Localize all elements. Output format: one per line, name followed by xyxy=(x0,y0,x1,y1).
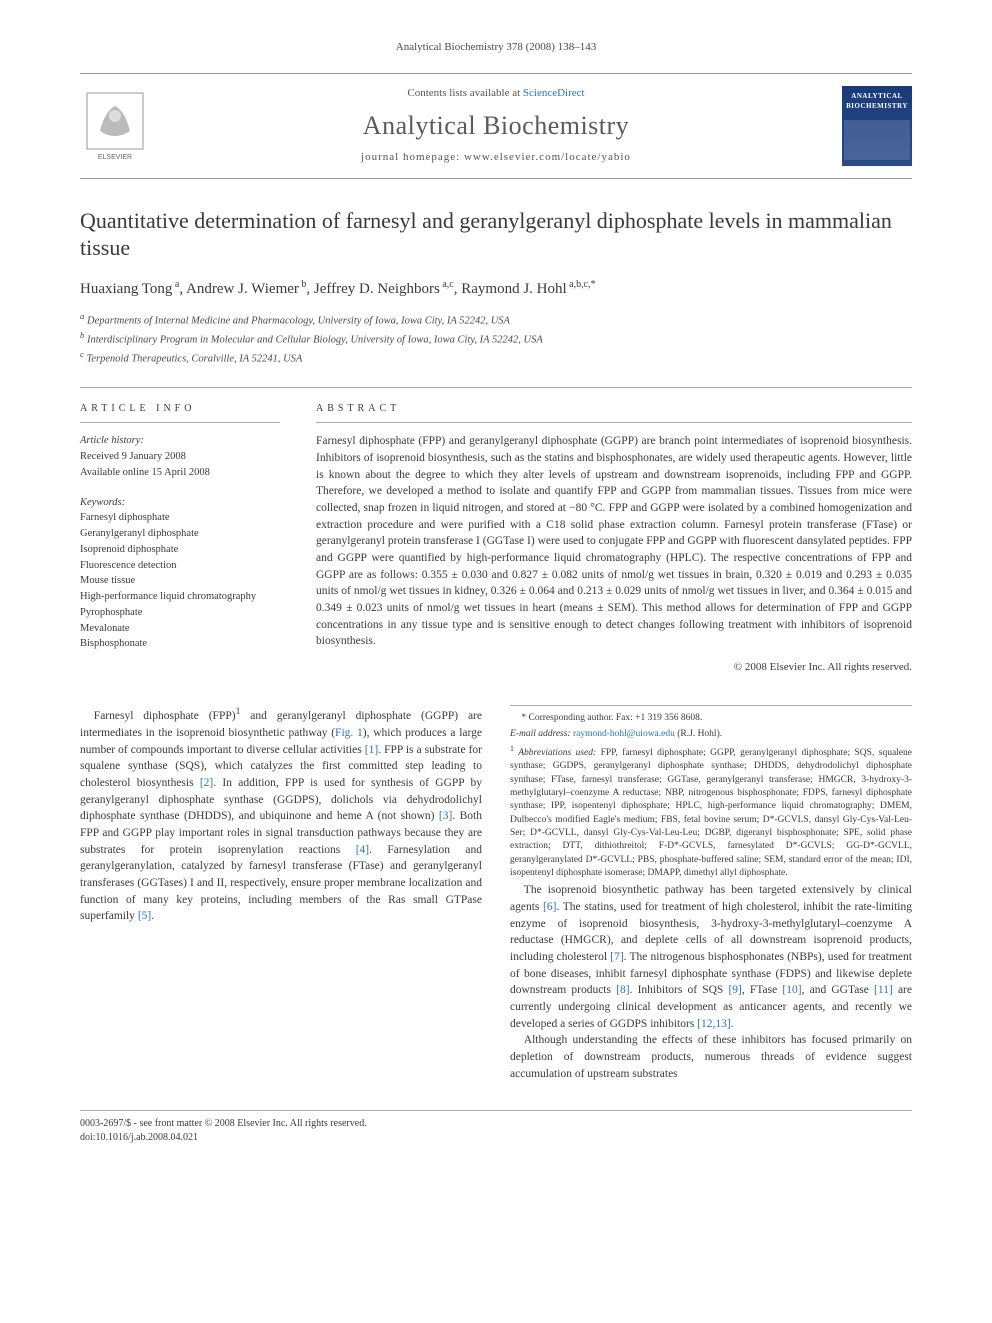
authors-line: Huaxiang Tong a, Andrew J. Wiemer b, Jef… xyxy=(80,278,912,300)
corresponding-author: * Corresponding author. Fax: +1 319 356 … xyxy=(510,712,912,725)
keyword-item: Isoprenoid diphosphate xyxy=(80,542,280,558)
keyword-item: Geranylgeranyl diphosphate xyxy=(80,526,280,542)
abstract-head: ABSTRACT xyxy=(316,402,912,423)
body-para-2: The isoprenoid biosynthetic pathway has … xyxy=(510,882,912,1032)
keyword-item: Mouse tissue xyxy=(80,573,280,589)
txt: . xyxy=(151,910,154,922)
elsevier-text: ELSEVIER xyxy=(98,154,132,161)
email-link[interactable]: raymond-hohl@uiowa.edu xyxy=(573,729,675,739)
keyword-item: Pyrophosphate xyxy=(80,605,280,621)
keywords-block: Keywords: Farnesyl diphosphateGeranylger… xyxy=(80,495,280,653)
homepage-line: journal homepage: www.elsevier.com/locat… xyxy=(166,150,826,165)
running-head: Analytical Biochemistry 378 (2008) 138–1… xyxy=(80,40,912,55)
article-info-head: ARTICLE INFO xyxy=(80,402,280,423)
body-para-1: Farnesyl diphosphate (FPP)1 and geranylg… xyxy=(80,705,482,925)
journal-cover-thumbnail: ANALYTICAL BIOCHEMISTRY xyxy=(842,86,912,165)
keyword-item: Farnesyl diphosphate xyxy=(80,510,280,526)
abbr-label: Abbreviations used: xyxy=(514,748,601,758)
abstract-copyright: © 2008 Elsevier Inc. All rights reserved… xyxy=(316,660,912,675)
front-matter-line: 0003-2697/$ - see front matter © 2008 El… xyxy=(80,1117,912,1131)
homepage-url[interactable]: www.elsevier.com/locate/yabio xyxy=(464,151,631,163)
citation[interactable]: [8] xyxy=(616,984,629,996)
affiliations: a Departments of Internal Medicine and P… xyxy=(80,310,912,368)
contents-prefix: Contents lists available at xyxy=(407,87,522,99)
elsevier-logo: ELSEVIER xyxy=(80,86,150,165)
article-title: Quantitative determination of farnesyl a… xyxy=(80,207,912,262)
keyword-item: Fluorescence detection xyxy=(80,558,280,574)
keyword-item: Mevalonate xyxy=(80,621,280,637)
doi-line: doi:10.1016/j.ab.2008.04.021 xyxy=(80,1131,912,1145)
keyword-item: Bisphosphonate xyxy=(80,636,280,652)
info-abstract-row: ARTICLE INFO Article history: Received 9… xyxy=(80,387,912,675)
history-label: Article history: xyxy=(80,433,280,449)
keyword-item: High-performance liquid chromatography xyxy=(80,589,280,605)
figure-ref[interactable]: Fig. 1 xyxy=(335,727,363,739)
citation[interactable]: [2] xyxy=(200,777,213,789)
citation[interactable]: [4] xyxy=(356,844,369,856)
txt: , and GGTase xyxy=(802,984,874,996)
keywords-label: Keywords: xyxy=(80,495,280,511)
abbreviations-footnote: 1 Abbreviations used: FPP, farnesyl diph… xyxy=(510,743,912,880)
citation[interactable]: [12,13] xyxy=(697,1018,731,1030)
txt: , FTase xyxy=(742,984,783,996)
header-center: Contents lists available at ScienceDirec… xyxy=(166,86,826,165)
email-tail: (R.J. Hohl). xyxy=(675,729,722,739)
email-label: E-mail address: xyxy=(510,729,573,739)
footnotes: * Corresponding author. Fax: +1 319 356 … xyxy=(510,705,912,880)
abstract-col: ABSTRACT Farnesyl diphosphate (FPP) and … xyxy=(316,402,912,675)
journal-name: Analytical Biochemistry xyxy=(166,108,826,144)
page-footer: 0003-2697/$ - see front matter © 2008 El… xyxy=(80,1110,912,1145)
email-line: E-mail address: raymond-hohl@uiowa.edu (… xyxy=(510,728,912,741)
online-date: Available online 15 April 2008 xyxy=(80,465,280,481)
abbr-text: FPP, farnesyl diphosphate; GGPP, geranyl… xyxy=(510,748,912,878)
cover-image-placeholder xyxy=(844,120,910,160)
citation[interactable]: [5] xyxy=(138,910,151,922)
citation[interactable]: [6] xyxy=(543,901,556,913)
abstract-text: Farnesyl diphosphate (FPP) and geranylge… xyxy=(316,433,912,650)
citation[interactable]: [7] xyxy=(610,951,623,963)
body-two-column: Farnesyl diphosphate (FPP)1 and geranylg… xyxy=(80,705,912,1082)
cover-title: ANALYTICAL BIOCHEMISTRY xyxy=(844,92,910,112)
affiliation-line: c Terpenoid Therapeutics, Coralville, IA… xyxy=(80,348,912,367)
citation[interactable]: [3] xyxy=(439,810,452,822)
sciencedirect-link[interactable]: ScienceDirect xyxy=(523,87,585,99)
txt: . Inhibitors of SQS xyxy=(630,984,729,996)
citation[interactable]: [1] xyxy=(365,744,378,756)
citation[interactable]: [10] xyxy=(782,984,801,996)
citation[interactable]: [9] xyxy=(728,984,741,996)
homepage-prefix: journal homepage: xyxy=(361,151,464,163)
citation[interactable]: [11] xyxy=(874,984,893,996)
affiliation-line: a Departments of Internal Medicine and P… xyxy=(80,310,912,329)
contents-line: Contents lists available at ScienceDirec… xyxy=(166,86,826,101)
received-date: Received 9 January 2008 xyxy=(80,449,280,465)
affiliation-line: b Interdisciplinary Program in Molecular… xyxy=(80,329,912,348)
txt: Farnesyl diphosphate (FPP) xyxy=(94,710,236,722)
txt: . xyxy=(731,1018,734,1030)
body-para-3: Although understanding the effects of th… xyxy=(510,1032,912,1082)
journal-header: ELSEVIER Contents lists available at Sci… xyxy=(80,73,912,178)
keywords-list: Farnesyl diphosphateGeranylgeranyl dipho… xyxy=(80,510,280,652)
article-info-col: ARTICLE INFO Article history: Received 9… xyxy=(80,402,280,675)
article-history: Article history: Received 9 January 2008… xyxy=(80,433,280,480)
